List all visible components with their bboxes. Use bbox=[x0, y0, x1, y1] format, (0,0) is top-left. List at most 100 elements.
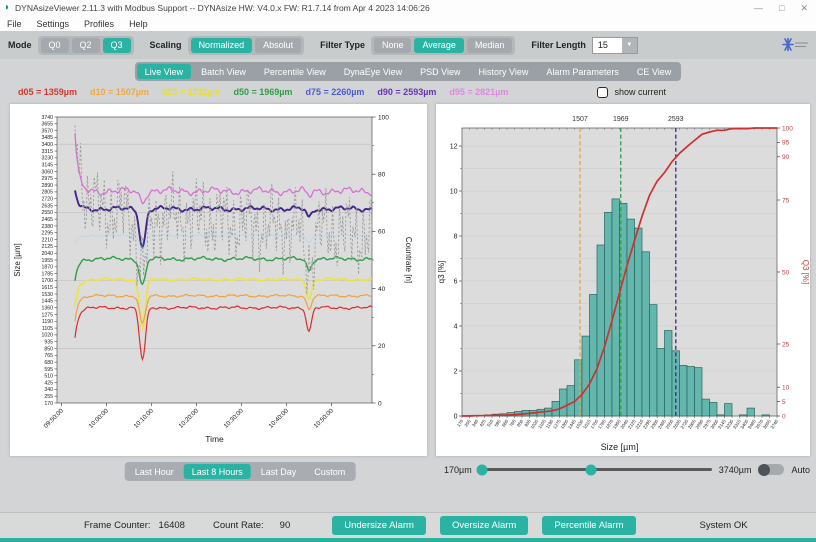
readout-d05: d05 = 1359µm bbox=[18, 87, 77, 97]
svg-text:2550: 2550 bbox=[664, 418, 674, 429]
svg-text:10:40:00: 10:40:00 bbox=[268, 407, 291, 430]
filter-length-select[interactable]: 15 ▼ bbox=[591, 36, 638, 54]
tab-alarm-parameters[interactable]: Alarm Parameters bbox=[538, 64, 627, 79]
svg-text:1615: 1615 bbox=[582, 418, 592, 429]
svg-text:2125: 2125 bbox=[41, 244, 53, 250]
svg-text:1969: 1969 bbox=[613, 116, 629, 123]
svg-text:3740: 3740 bbox=[41, 115, 53, 121]
last-day-button[interactable]: Last Day bbox=[253, 464, 305, 479]
svg-text:1020: 1020 bbox=[41, 333, 53, 339]
svg-text:2: 2 bbox=[454, 368, 458, 375]
checkbox-icon[interactable] bbox=[597, 86, 609, 98]
svg-text:2295: 2295 bbox=[642, 418, 652, 429]
window-title: DYNAsizeViewer 2.11.3 with Modbus Suppor… bbox=[15, 3, 430, 13]
tab-live-view[interactable]: Live View bbox=[136, 64, 192, 79]
maximize-button[interactable]: □ bbox=[779, 2, 785, 13]
mode-q0-button[interactable]: Q0 bbox=[40, 37, 69, 53]
count-rate-value: 90 bbox=[279, 520, 291, 531]
svg-text:765: 765 bbox=[508, 418, 517, 427]
auto-label: Auto bbox=[791, 464, 810, 475]
svg-text:1275: 1275 bbox=[41, 312, 53, 318]
filter-none-button[interactable]: None bbox=[373, 37, 412, 53]
window-controls: — □ ✕ bbox=[754, 3, 808, 14]
toolbar: Mode Q0 Q2 Q3 Scaling Normalized Absolut… bbox=[0, 31, 816, 59]
svg-text:2380: 2380 bbox=[41, 224, 53, 230]
svg-text:1870: 1870 bbox=[41, 265, 53, 271]
percentile-readouts: d05 = 1359µm d10 = 1507µm d25 = 1711µm d… bbox=[0, 84, 816, 100]
mode-q3-button[interactable]: Q3 bbox=[102, 37, 131, 53]
svg-text:3145: 3145 bbox=[41, 162, 53, 168]
svg-text:1530: 1530 bbox=[41, 292, 53, 298]
readout-d25: d25 = 1711µm bbox=[161, 87, 221, 97]
svg-text:170: 170 bbox=[44, 401, 53, 407]
svg-text:425: 425 bbox=[44, 380, 53, 386]
mode-label: Mode bbox=[8, 40, 32, 50]
svg-text:340: 340 bbox=[471, 418, 480, 427]
svg-text:5: 5 bbox=[782, 399, 786, 406]
company-logo bbox=[780, 37, 810, 55]
dropdown-arrow-icon[interactable]: ▼ bbox=[621, 37, 637, 53]
tab-percentile-view[interactable]: Percentile View bbox=[256, 64, 334, 79]
svg-text:0: 0 bbox=[454, 413, 458, 420]
menu-item-help[interactable]: Help bbox=[129, 18, 148, 29]
svg-text:2635: 2635 bbox=[672, 418, 682, 429]
tab-psd-view[interactable]: PSD View bbox=[412, 64, 468, 79]
svg-text:1105: 1105 bbox=[537, 418, 547, 429]
filter-median-button[interactable]: Median bbox=[466, 37, 513, 53]
scaling-normalized-button[interactable]: Normalized bbox=[190, 37, 253, 53]
menu-item-settings[interactable]: Settings bbox=[36, 18, 70, 29]
minimize-button[interactable]: — bbox=[754, 2, 764, 13]
last-hour-button[interactable]: Last Hour bbox=[127, 464, 182, 479]
menu-item-file[interactable]: File bbox=[7, 18, 22, 29]
count-rate-label: Count Rate: bbox=[212, 520, 264, 531]
svg-text:3570: 3570 bbox=[754, 418, 764, 429]
auto-toggle-knob[interactable] bbox=[758, 463, 771, 476]
svg-text:2805: 2805 bbox=[687, 418, 697, 429]
close-button[interactable]: ✕ bbox=[800, 2, 808, 13]
svg-text:2210: 2210 bbox=[634, 418, 644, 429]
status-bar: Frame Counter: 16408 Count Rate: 90 Unde… bbox=[0, 512, 816, 538]
oversize-alarm-button[interactable]: Oversize Alarm bbox=[439, 516, 529, 535]
svg-text:1700: 1700 bbox=[41, 278, 53, 284]
svg-text:10:10:00: 10:10:00 bbox=[133, 407, 156, 430]
size-range-slider[interactable] bbox=[476, 464, 712, 475]
svg-text:50: 50 bbox=[782, 269, 790, 276]
custom-button[interactable]: Custom bbox=[306, 464, 353, 479]
tab-batch-view[interactable]: Batch View bbox=[193, 64, 254, 79]
filter-length-value: 15 bbox=[597, 40, 608, 50]
menu-item-profiles[interactable]: Profiles bbox=[84, 18, 115, 29]
svg-text:09:50:00: 09:50:00 bbox=[43, 407, 66, 430]
svg-text:10:20:00: 10:20:00 bbox=[178, 407, 201, 430]
svg-text:2550: 2550 bbox=[41, 210, 53, 216]
svg-text:2635: 2635 bbox=[41, 203, 53, 209]
tab-history-view[interactable]: History View bbox=[471, 64, 537, 79]
mode-q2-button[interactable]: Q2 bbox=[71, 37, 100, 53]
svg-text:Countrate [n]: Countrate [n] bbox=[404, 237, 413, 283]
auto-toggle[interactable] bbox=[758, 463, 785, 476]
readout-d90: d90 = 2593µm bbox=[377, 87, 437, 97]
svg-text:1190: 1190 bbox=[545, 418, 555, 429]
svg-text:1445: 1445 bbox=[567, 418, 577, 429]
trend-chart-panel: 170 255 340 425 510 595 680 765 850 935 1020 1105 11… bbox=[10, 104, 427, 456]
slider-handle-min[interactable] bbox=[476, 464, 488, 475]
svg-text:1360: 1360 bbox=[559, 418, 569, 429]
show-current-checkbox[interactable]: show current bbox=[597, 86, 666, 98]
svg-text:6: 6 bbox=[454, 278, 458, 285]
tab-ce-view[interactable]: CE View bbox=[629, 64, 679, 79]
window-titlebar: ◗ DYNAsizeViewer 2.11.3 with Modbus Supp… bbox=[0, 0, 816, 16]
svg-text:3060: 3060 bbox=[709, 418, 719, 429]
undersize-alarm-button[interactable]: Undersize Alarm bbox=[332, 516, 426, 535]
time-range-buttons: Last Hour Last 8 Hours Last Day Custom bbox=[124, 462, 356, 481]
percentile-alarm-button[interactable]: Percentile Alarm bbox=[542, 516, 636, 535]
last-8-hours-button[interactable]: Last 8 Hours bbox=[183, 464, 251, 479]
svg-text:q3 [%]: q3 [%] bbox=[437, 261, 446, 284]
readout-d50: d50 = 1969µm bbox=[233, 87, 293, 97]
scaling-absolut-button[interactable]: Absolut bbox=[255, 37, 302, 53]
slider-handle-current[interactable] bbox=[585, 464, 597, 475]
svg-text:3315: 3315 bbox=[41, 149, 53, 155]
svg-text:10:50:00: 10:50:00 bbox=[313, 407, 336, 430]
filter-average-button[interactable]: Average bbox=[414, 37, 464, 53]
filter-length-label: Filter Length bbox=[531, 40, 586, 50]
tab-dynaeye-view[interactable]: DynaEye View bbox=[336, 64, 410, 79]
svg-text:595: 595 bbox=[493, 418, 502, 427]
